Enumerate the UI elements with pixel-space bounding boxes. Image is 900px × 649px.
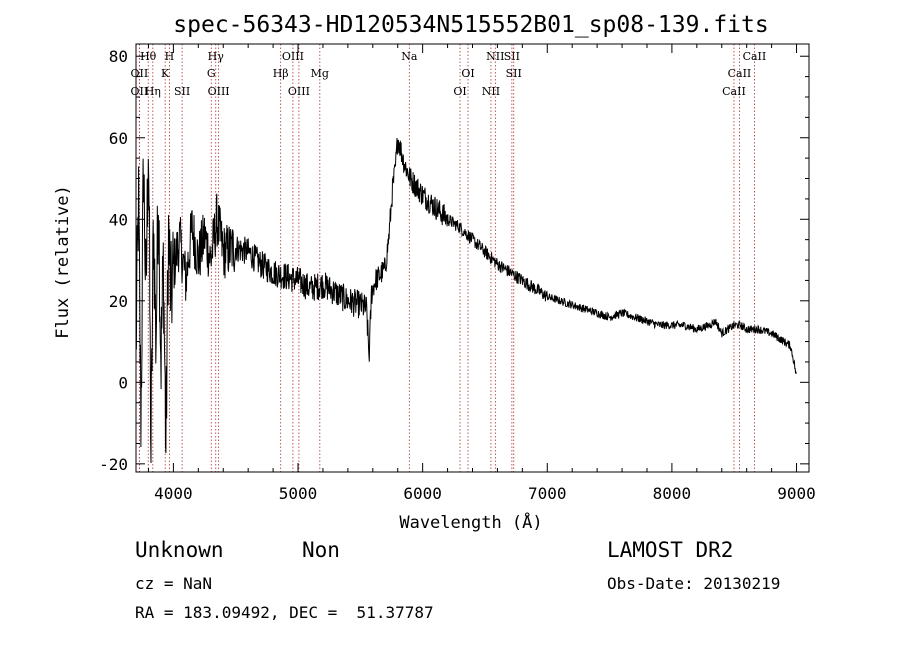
spectral-line-label: SII bbox=[174, 85, 190, 98]
x-tick-label: 8000 bbox=[653, 484, 692, 503]
spectral-line-label: OIII bbox=[288, 85, 310, 98]
spectral-line-label: CaII bbox=[728, 67, 752, 80]
spectral-line-label: NII bbox=[486, 50, 504, 63]
x-tick-label: 6000 bbox=[403, 484, 442, 503]
x-tick-label: 4000 bbox=[154, 484, 193, 503]
spectral-line-label: H bbox=[165, 50, 175, 63]
spectral-line-label: SII bbox=[506, 67, 522, 80]
redshift-readout: cz = NaN bbox=[135, 574, 213, 593]
coordinates-readout: RA = 183.09492, DEC = 51.37787 bbox=[135, 603, 434, 622]
spectral-line-label: Mg bbox=[311, 67, 329, 80]
spectral-line-label: Hθ bbox=[140, 50, 157, 63]
y-tick-label: 20 bbox=[109, 292, 128, 311]
x-tick-label: 7000 bbox=[528, 484, 567, 503]
y-tick-label: 40 bbox=[109, 210, 128, 229]
survey-name: LAMOST DR2 bbox=[607, 538, 734, 562]
x-axis-label: Wavelength (Å) bbox=[399, 511, 542, 533]
spectral-line-label: OI bbox=[461, 67, 474, 80]
spectral-line-label: SII bbox=[504, 50, 520, 63]
spectral-line-label: Na bbox=[401, 50, 418, 63]
spectral-line-label: NII bbox=[482, 85, 500, 98]
y-axis-label: Flux (relative) bbox=[53, 185, 73, 339]
spectral-line-label: CaII bbox=[722, 85, 746, 98]
x-tick-label: 9000 bbox=[777, 484, 816, 503]
plot-area bbox=[135, 137, 797, 464]
plot-frame bbox=[135, 43, 810, 473]
spectral-line-label: Hγ bbox=[208, 50, 225, 63]
spectral-line-label: OIII bbox=[282, 50, 304, 63]
y-tick-label: 60 bbox=[109, 129, 128, 148]
spectral-line-label: Hη bbox=[145, 85, 161, 98]
y-tick-label: 80 bbox=[109, 47, 128, 66]
x-tick-label: 5000 bbox=[279, 484, 318, 503]
spectrum-line bbox=[135, 137, 797, 464]
chart-title: spec-56343-HD120534N515552B01_sp08-139.f… bbox=[173, 12, 768, 38]
y-tick-label: -20 bbox=[99, 455, 128, 474]
object-subclass: Non bbox=[302, 538, 340, 562]
spectral-line-label: OII bbox=[131, 85, 149, 98]
observation-date: Obs-Date: 20130219 bbox=[607, 574, 781, 593]
axes: 4000 5000 6000 7000 8000 9000 -20 0 20 40 60 80 bbox=[99, 43, 816, 503]
spectral-line-label: Hβ bbox=[273, 67, 289, 80]
spectral-line-label: K bbox=[161, 67, 170, 80]
spectral-line-label: CaII bbox=[743, 50, 767, 63]
object-class: Unknown bbox=[135, 538, 224, 562]
spectral-line-label: OIII bbox=[208, 85, 230, 98]
spectral-line-label: OI bbox=[453, 85, 466, 98]
spectral-line-markers: HθOIIOIIHηHKSIIHγGOIIIOIIIHβOIIIMgNaOIOI… bbox=[131, 44, 767, 472]
spectral-line-label: G bbox=[207, 67, 216, 80]
y-tick-label: 0 bbox=[118, 373, 128, 392]
